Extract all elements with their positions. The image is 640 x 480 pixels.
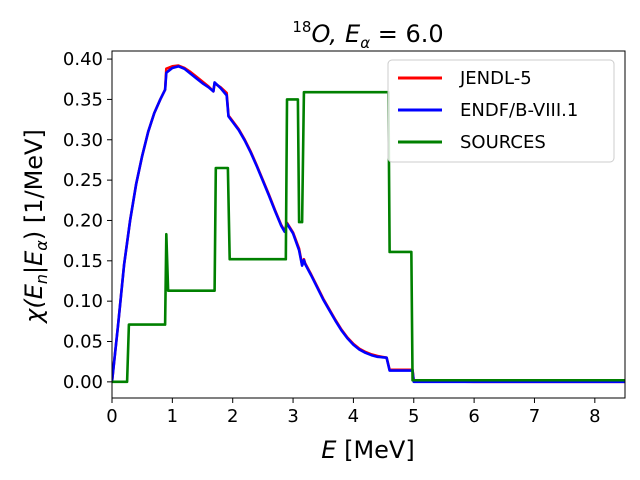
y-tick-label: 0.30 [63,130,103,151]
y-tick-label: 0.20 [63,210,103,231]
title-energy-value: = 6.0 [370,20,444,48]
x-tick-label: 1 [167,406,178,427]
x-axis-unit: [MeV] [336,436,414,464]
y-axis-ticks: 0.00 0.05 0.10 0.15 0.20 0.25 0.30 0.35 0.40 [63,49,112,393]
title-isotope: O, [311,20,337,48]
legend-items: JENDL-5 ENDF/B-VIII.1 SOURCES [398,68,578,153]
x-tick-label: 0 [106,406,117,427]
y-label-en-sub: n [32,274,51,284]
legend: JENDL-5 ENDF/B-VIII.1 SOURCES [387,59,615,163]
title-energy-symbol: E [345,20,361,48]
legend-label-2: ENDF/B-VIII.1 [460,100,578,121]
x-tick-label: 2 [227,406,238,427]
title-superscript: 18 [292,18,311,36]
y-label-close: ) [20,231,48,240]
plot-frame [111,50,626,399]
x-tick-label: 3 [287,406,298,427]
y-label-ea: E [20,250,48,266]
y-tick-label: 0.05 [63,332,103,353]
x-axis-label: E [MeV] [321,436,414,464]
y-label-bar: | [20,266,48,274]
chart-title: 18O, Eα = 6.0 [292,18,443,52]
y-tick-label: 0.25 [63,170,103,191]
legend-frame [387,59,615,163]
y-tick-label: 0.35 [63,89,103,110]
x-tick-label: 7 [529,406,540,427]
y-label-en: E [20,283,48,299]
series-layer [112,64,625,384]
y-tick-label: 0.10 [63,291,103,312]
y-label-unit: [1/MeV] [20,129,48,231]
x-tick-label: 8 [589,406,600,427]
x-axis-ticks: 0 1 2 3 4 5 6 7 8 [106,398,601,427]
x-tick-label: 4 [348,406,359,427]
legend-label-3: SOURCES [460,132,546,153]
title-energy-subscript: α [360,34,370,52]
y-tick-label: 0.00 [63,372,103,393]
series-line-2 [112,65,625,384]
y-label-chi: χ( [20,298,48,325]
y-tick-label: 0.40 [63,49,103,70]
x-tick-label: 6 [468,406,479,427]
series-line-3 [112,90,625,384]
y-label-ea-sub: α [32,240,51,251]
plot-area [111,50,626,399]
x-tick-label: 5 [408,406,419,427]
legend-label-1: JENDL-5 [459,68,532,89]
y-tick-label: 0.15 [63,251,103,272]
y-axis-label: χ(En|Eα) [1/MeV] [20,129,51,325]
x-axis-symbol: E [321,436,337,464]
